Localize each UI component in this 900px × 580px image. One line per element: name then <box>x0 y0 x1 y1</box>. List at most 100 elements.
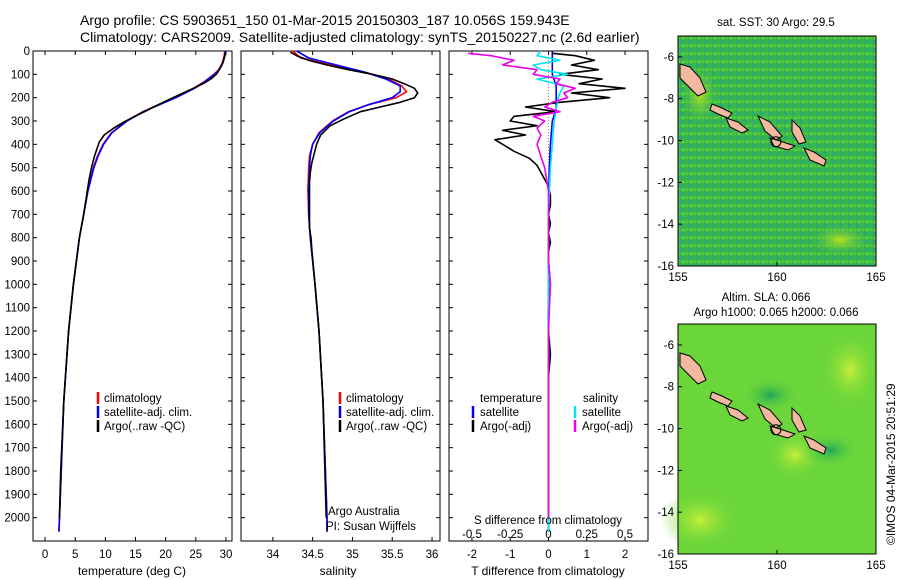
island-bougainville <box>679 352 707 385</box>
x-tick-label: 35 <box>346 549 359 561</box>
y-tick-label: 1400 <box>4 373 30 385</box>
solomon-islands-land <box>679 63 827 167</box>
sla-map-subtitle: Argo h1000: 0.065 h2000: 0.066 <box>694 307 859 319</box>
y-tick-label: 100 <box>11 69 30 81</box>
y-tick-label: 1100 <box>5 303 30 315</box>
map-y-tick-label: -14 <box>657 219 674 231</box>
x2-tick-label: -0.5 <box>462 529 482 541</box>
y-tick-label: 2000 <box>4 513 30 525</box>
salinity-legend: climatology satellite-adj. clim. Argo(..… <box>338 392 434 433</box>
y-tick-label: 0 <box>24 46 30 58</box>
legend-label-t-satellite: satellite <box>480 407 519 419</box>
series-line-s-argo-adj- <box>468 52 577 518</box>
legend-label-climatology: climatology <box>104 393 162 405</box>
x-tick-label: -1 <box>505 549 515 561</box>
argo-float-marker <box>770 136 782 148</box>
temperature-panel: 0100200300400500600700800900100011001200… <box>4 46 233 578</box>
sst-warm-patch <box>810 224 870 256</box>
legend-heading-temperature: temperature <box>480 393 542 405</box>
salinity-depth-ticks <box>241 50 440 519</box>
difference-depth-ticks <box>449 50 648 519</box>
y-tick-label: 900 <box>11 256 30 268</box>
y-tick-label: 1200 <box>4 326 30 338</box>
y-tick-label: 1700 <box>4 443 30 455</box>
island-malaita <box>791 118 807 145</box>
legend-label-argo: Argo(..raw -QC) <box>104 421 185 433</box>
sla-high-patch <box>660 490 740 550</box>
temperature-x-ticks: 0 5 10 15 20 25 30 <box>42 51 233 561</box>
y-tick-label: 300 <box>11 116 30 128</box>
x-tick-label: 34 <box>266 549 279 561</box>
y-tick-label: 500 <box>11 163 30 175</box>
island-new-georgia <box>725 117 749 134</box>
map-x-tick-label: 155 <box>668 272 687 284</box>
salinity-xlabel: salinity <box>320 564 357 578</box>
series-line-argo-raw-qc- <box>290 51 419 518</box>
imos-timestamp: ©IMOS 04-Mar-2015 20:51:29 <box>884 383 898 545</box>
y-tick-label: 1600 <box>4 419 30 431</box>
y-tick-label: 1800 <box>4 466 30 478</box>
x-tick-label: 15 <box>129 549 142 561</box>
sla-high-patch <box>820 330 880 410</box>
legend-label-argo: Argo(..raw -QC) <box>346 421 427 433</box>
series-line-argo-raw-qc- <box>58 52 227 518</box>
legend-heading-salinity: salinity <box>583 393 618 405</box>
salinity-lines <box>290 50 419 532</box>
map-y-tick-label: -16 <box>657 261 674 273</box>
x-tick-label: 20 <box>159 549 172 561</box>
sla-map-axes: 155 160 165 -6 -8 -10 -12 -14 -16 <box>657 340 885 572</box>
difference-legend-salinity: salinity satellite Argo(-adj) <box>573 393 633 433</box>
x-tick-label: 5 <box>72 549 78 561</box>
sla-low-patch <box>740 377 800 413</box>
x2-tick-label: 0.5 <box>617 529 633 541</box>
temperature-legend: climatology satellite-adj. clim. Argo(..… <box>96 392 192 433</box>
difference-lines <box>468 50 626 532</box>
x-tick-label: 36 <box>426 549 439 561</box>
island-choiseul <box>709 103 733 119</box>
map-x-tick-label: 160 <box>767 272 786 284</box>
legend-label-climatology: climatology <box>346 393 404 405</box>
temperature-plot-frame <box>32 50 233 542</box>
title-line-1: Argo profile: CS 5903651_150 01-Mar-2015… <box>80 12 570 28</box>
temperature-lines <box>58 50 227 532</box>
map-x-tick-label: 155 <box>668 560 687 572</box>
legend-label-satellite: satellite-adj. clim. <box>104 407 192 419</box>
y-tick-label: 1500 <box>4 396 30 408</box>
x-tick-label: 10 <box>99 549 112 561</box>
difference-panel: -2 -1 0 1 2 -0.5 -0.25 0 0.25 0.5 temperature sa… <box>448 50 649 578</box>
map-y-tick-label: -6 <box>664 340 674 352</box>
island-makira <box>802 435 827 455</box>
difference-legend-temperature: temperature satellite Argo(-adj) <box>471 393 542 433</box>
depth-ticks: 0 100 200 300 400 500 600 700 800 900 1000 1100 1200… <box>4 46 232 525</box>
sla-low-patch <box>800 432 860 468</box>
salinity-x-ticks: 34 34.5 35 35.5 36 <box>266 51 438 561</box>
map-y-tick-label: -12 <box>657 177 674 189</box>
sst-map: sat. SST: 30 Argo: 29.5 155 160 165 -6 -8 -10… <box>657 17 885 284</box>
island-guadalcanal <box>769 425 797 439</box>
map-x-tick-label: 165 <box>866 560 885 572</box>
y-tick-label: 1300 <box>4 349 30 361</box>
x-tick-label: 2 <box>622 549 628 561</box>
salinity-panel: 34 34.5 35 35.5 36 climatology satellite-adj… <box>240 50 441 578</box>
y-tick-label: 400 <box>11 139 30 151</box>
island-malaita <box>791 406 807 433</box>
map-y-tick-label: -12 <box>657 465 674 477</box>
difference-x-ticks: -2 -1 0 1 2 <box>467 51 628 561</box>
island-bougainville <box>679 63 707 97</box>
map-y-tick-label: -8 <box>664 94 674 106</box>
y-tick-label: 1900 <box>4 489 30 501</box>
island-makira <box>802 147 827 167</box>
difference-s-ticks: -0.5 -0.25 0 0.25 0.5 <box>462 529 633 541</box>
x-tick-label: 30 <box>220 549 233 561</box>
legend-label-t-argo: Argo(-adj) <box>480 421 531 433</box>
island-choiseul <box>709 391 733 407</box>
title-line-2: Climatology: CARS2009. Satellite-adjuste… <box>80 29 640 45</box>
solomon-islands-land <box>679 352 827 455</box>
y-tick-label: 600 <box>11 186 30 198</box>
y-tick-label: 1000 <box>4 279 30 291</box>
legend-label-satellite: satellite-adj. clim. <box>346 407 434 419</box>
x-tick-label: 0 <box>545 549 551 561</box>
legend-label-s-argo: Argo(-adj) <box>582 421 633 433</box>
x-tick-label: 0 <box>42 549 48 561</box>
